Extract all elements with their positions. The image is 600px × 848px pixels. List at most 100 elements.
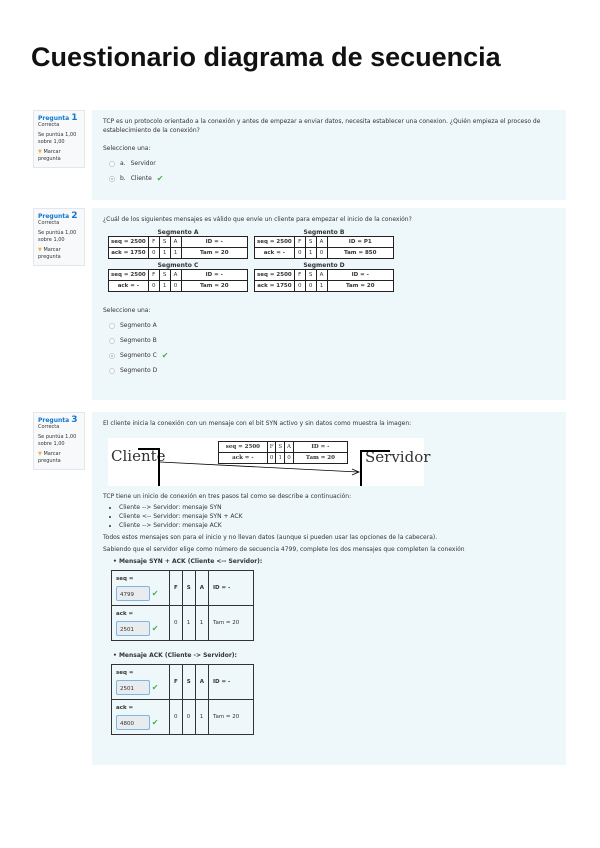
radio-button[interactable] <box>109 160 115 167</box>
segment-cell: S <box>158 269 171 281</box>
answer-option[interactable]: Segmento D <box>109 366 555 375</box>
segment-cell: 1 <box>315 280 328 292</box>
step-item: Cliente <-- Servidor: mensaje SYN + ACK <box>119 512 555 521</box>
handshake-intro: TCP tiene un inicio de conexión en tres … <box>103 493 352 500</box>
segment-cell: F <box>147 236 160 248</box>
segment-cell: 0 <box>147 247 160 259</box>
prompt: Seleccione una: <box>103 145 151 152</box>
segment-cell: 0 <box>266 452 277 464</box>
segment-cell: S <box>304 269 317 281</box>
value-cell: 0 <box>169 605 183 641</box>
flag-question-link[interactable]: ▼ Marcar pregunta <box>38 451 61 464</box>
segment-cell: 1 <box>304 247 317 259</box>
segment-cell: ID = P1 <box>326 236 395 248</box>
radio-button[interactable] <box>109 322 115 329</box>
answer-option[interactable]: Segmento A <box>109 321 555 330</box>
answer-option[interactable]: b. Cliente ✔ <box>109 174 555 183</box>
segment-title: Segmento D <box>303 262 345 269</box>
question-status: Correcta <box>38 424 60 430</box>
segment-cell: 0 <box>293 280 306 292</box>
header-cell: F <box>169 570 183 606</box>
page-title: Cuestionario diagrama de secuencia <box>31 42 501 72</box>
question-score: Se puntúa 1,00 sobre 1,00 <box>38 132 77 145</box>
header-cell: S <box>181 664 196 700</box>
segment-cell: ack = - <box>218 452 268 464</box>
answer-option[interactable]: a. Servidor <box>109 159 555 168</box>
instruction-text: Sabiendo que el servidor elige como núme… <box>103 546 465 553</box>
segment-cell: seq = 2500 <box>218 441 268 453</box>
header-cell: A <box>194 664 210 700</box>
segment-cell: ack = - <box>108 280 149 292</box>
radio-button[interactable] <box>109 175 115 182</box>
value-cell: 1 <box>194 699 210 735</box>
segment-cell: 0 <box>147 280 160 292</box>
question-status: Correcta <box>38 122 60 128</box>
header-cell: ID = - <box>208 570 254 606</box>
header-cell: S <box>181 570 196 606</box>
radio-button[interactable] <box>109 367 115 374</box>
flag-question-link[interactable]: ▼ Marcar pregunta <box>38 149 61 162</box>
segment-cell: A <box>315 269 328 281</box>
value-cell: 1 <box>181 605 196 641</box>
segment-cell: 0 <box>304 280 317 292</box>
value-cell: 0 <box>181 699 196 735</box>
question-content: El cliente inicia la conexión con un men… <box>92 412 566 765</box>
value-cell: Tam = 20 <box>208 605 254 641</box>
segment-cell: A <box>284 441 294 453</box>
value-cell: 0 <box>169 699 183 735</box>
seq-label: seq = <box>116 670 134 676</box>
segment-cell: 0 <box>315 247 328 259</box>
option-label: Segmento D <box>120 367 158 374</box>
option-label: Servidor <box>130 160 156 167</box>
segment-title: Segmento B <box>303 229 345 236</box>
answer-option[interactable]: Segmento C ✔ <box>109 351 555 360</box>
radio-button[interactable] <box>109 337 115 344</box>
question-text: El cliente inicia la conexión con un men… <box>103 420 412 427</box>
check-icon: ✔ <box>151 683 159 692</box>
seq-input[interactable]: 4799 <box>116 586 150 601</box>
segment-cell: 0 <box>293 247 306 259</box>
radio-button[interactable] <box>109 352 115 359</box>
option-letter: a. <box>120 160 126 167</box>
segment-cell: 0 <box>169 280 182 292</box>
value-cell: 1 <box>194 605 210 641</box>
segment-cell: S <box>158 236 171 248</box>
segment-cell: 1 <box>158 280 171 292</box>
note-text: Todos estos mensajes son para el inicio … <box>103 534 438 541</box>
segment-cell: ack = 1750 <box>254 280 295 292</box>
question-text: ¿Cuál de los siguientes mensajes es váli… <box>103 216 412 223</box>
segment-cell: 1 <box>158 247 171 259</box>
segment-cell: seq = 2500 <box>254 269 295 281</box>
option-label: Cliente <box>130 175 152 182</box>
segment-cell: Tam = 20 <box>326 280 395 292</box>
question-content: ¿Cuál de los siguientes mensajes es váli… <box>92 208 566 400</box>
segment-cell: 1 <box>169 247 182 259</box>
segment-cell: Tam = 20 <box>180 247 249 259</box>
segment-cell: 0 <box>284 452 294 464</box>
seq-input[interactable]: 2501 <box>116 680 150 695</box>
message-table: seq = 4799 ✔ F S A ID = - ack = 2501 ✔ 0 1 1 Tam =… <box>111 570 254 641</box>
check-icon: ✔ <box>161 351 169 360</box>
question-score: Se puntúa 1,00 sobre 1,00 <box>38 434 77 447</box>
question-text: TCP es un protocolo orientado a la conex… <box>103 118 541 134</box>
segment-cell: ID = - <box>292 441 349 453</box>
answer-option[interactable]: Segmento B <box>109 336 555 345</box>
server-label: Servidor <box>365 448 431 466</box>
value-cell: Tam = 20 <box>208 699 254 735</box>
question-number: Pregunta 1 <box>38 113 78 123</box>
segment-cell: Tam = 850 <box>326 247 395 259</box>
message-title: • Mensaje SYN + ACK (Cliente <-- Servido… <box>113 558 263 565</box>
ack-label: ack = <box>116 705 134 711</box>
ack-input[interactable]: 2501 <box>116 621 150 636</box>
segment-cell: F <box>293 269 306 281</box>
question-number: Pregunta 2 <box>38 211 78 221</box>
option-label: Segmento B <box>120 337 157 344</box>
segment-cell: A <box>315 236 328 248</box>
ack-input[interactable]: 4800 <box>116 715 150 730</box>
segment-cell: S <box>304 236 317 248</box>
flag-question-link[interactable]: ▼ Marcar pregunta <box>38 247 61 260</box>
prompt: Seleccione una: <box>103 307 151 314</box>
message-table: seq = 2501 ✔ F S A ID = - ack = 4800 ✔ 0 0 1 Tam =… <box>111 664 254 735</box>
check-icon: ✔ <box>151 624 159 633</box>
question-number: Pregunta 3 <box>38 415 78 425</box>
